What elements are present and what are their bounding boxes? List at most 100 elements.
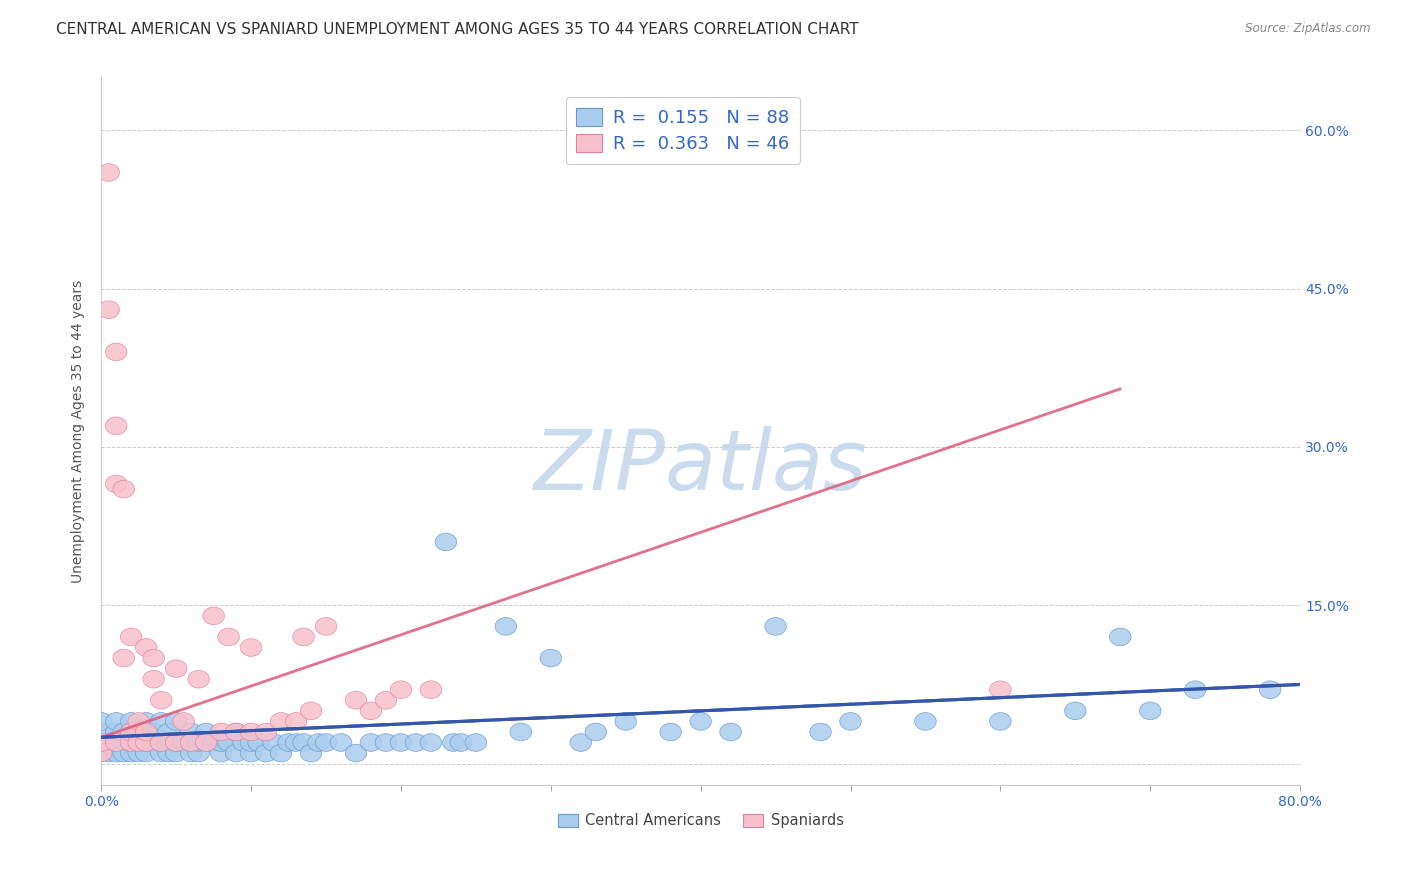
Ellipse shape bbox=[810, 723, 831, 740]
Ellipse shape bbox=[180, 744, 202, 762]
Ellipse shape bbox=[1260, 681, 1281, 698]
Ellipse shape bbox=[389, 681, 412, 698]
Text: Source: ZipAtlas.com: Source: ZipAtlas.com bbox=[1246, 22, 1371, 36]
Ellipse shape bbox=[105, 744, 127, 762]
Ellipse shape bbox=[1184, 681, 1206, 698]
Ellipse shape bbox=[990, 681, 1011, 698]
Ellipse shape bbox=[434, 533, 457, 550]
Ellipse shape bbox=[98, 301, 120, 318]
Ellipse shape bbox=[330, 734, 352, 751]
Ellipse shape bbox=[659, 723, 682, 740]
Ellipse shape bbox=[346, 744, 367, 762]
Ellipse shape bbox=[143, 723, 165, 740]
Ellipse shape bbox=[150, 744, 172, 762]
Ellipse shape bbox=[301, 702, 322, 720]
Ellipse shape bbox=[301, 744, 322, 762]
Ellipse shape bbox=[389, 734, 412, 751]
Ellipse shape bbox=[256, 744, 277, 762]
Ellipse shape bbox=[420, 734, 441, 751]
Ellipse shape bbox=[285, 734, 307, 751]
Ellipse shape bbox=[135, 734, 157, 751]
Ellipse shape bbox=[166, 734, 187, 751]
Ellipse shape bbox=[150, 713, 172, 731]
Ellipse shape bbox=[121, 744, 142, 762]
Ellipse shape bbox=[128, 744, 149, 762]
Ellipse shape bbox=[157, 744, 180, 762]
Ellipse shape bbox=[135, 723, 157, 740]
Y-axis label: Unemployment Among Ages 35 to 44 years: Unemployment Among Ages 35 to 44 years bbox=[72, 279, 86, 582]
Ellipse shape bbox=[143, 670, 165, 688]
Ellipse shape bbox=[105, 343, 127, 360]
Ellipse shape bbox=[143, 649, 165, 667]
Ellipse shape bbox=[1109, 628, 1130, 646]
Ellipse shape bbox=[720, 723, 741, 740]
Ellipse shape bbox=[346, 691, 367, 709]
Ellipse shape bbox=[202, 607, 225, 624]
Ellipse shape bbox=[247, 734, 270, 751]
Ellipse shape bbox=[166, 713, 187, 731]
Ellipse shape bbox=[195, 734, 217, 751]
Ellipse shape bbox=[173, 734, 194, 751]
Ellipse shape bbox=[233, 734, 254, 751]
Ellipse shape bbox=[135, 639, 157, 657]
Ellipse shape bbox=[375, 734, 396, 751]
Ellipse shape bbox=[375, 691, 396, 709]
Ellipse shape bbox=[135, 744, 157, 762]
Ellipse shape bbox=[218, 628, 239, 646]
Ellipse shape bbox=[105, 713, 127, 731]
Ellipse shape bbox=[121, 713, 142, 731]
Ellipse shape bbox=[360, 734, 382, 751]
Ellipse shape bbox=[420, 681, 441, 698]
Ellipse shape bbox=[157, 723, 180, 740]
Ellipse shape bbox=[98, 734, 120, 751]
Ellipse shape bbox=[465, 734, 486, 751]
Ellipse shape bbox=[180, 723, 202, 740]
Ellipse shape bbox=[135, 734, 157, 751]
Ellipse shape bbox=[188, 670, 209, 688]
Ellipse shape bbox=[128, 713, 149, 731]
Ellipse shape bbox=[98, 744, 120, 762]
Ellipse shape bbox=[135, 723, 157, 740]
Text: CENTRAL AMERICAN VS SPANIARD UNEMPLOYMENT AMONG AGES 35 TO 44 YEARS CORRELATION : CENTRAL AMERICAN VS SPANIARD UNEMPLOYMEN… bbox=[56, 22, 859, 37]
Ellipse shape bbox=[90, 713, 112, 731]
Ellipse shape bbox=[240, 734, 262, 751]
Ellipse shape bbox=[166, 744, 187, 762]
Ellipse shape bbox=[128, 734, 149, 751]
Ellipse shape bbox=[839, 713, 862, 731]
Ellipse shape bbox=[211, 734, 232, 751]
Ellipse shape bbox=[315, 734, 337, 751]
Ellipse shape bbox=[128, 734, 149, 751]
Ellipse shape bbox=[121, 734, 142, 751]
Ellipse shape bbox=[166, 660, 187, 677]
Ellipse shape bbox=[90, 734, 112, 751]
Ellipse shape bbox=[1139, 702, 1161, 720]
Ellipse shape bbox=[240, 723, 262, 740]
Ellipse shape bbox=[450, 734, 471, 751]
Ellipse shape bbox=[121, 723, 142, 740]
Ellipse shape bbox=[256, 723, 277, 740]
Ellipse shape bbox=[569, 734, 592, 751]
Ellipse shape bbox=[405, 734, 426, 751]
Ellipse shape bbox=[765, 617, 786, 635]
Ellipse shape bbox=[150, 734, 172, 751]
Ellipse shape bbox=[510, 723, 531, 740]
Ellipse shape bbox=[270, 713, 292, 731]
Ellipse shape bbox=[112, 480, 135, 498]
Ellipse shape bbox=[112, 649, 135, 667]
Ellipse shape bbox=[218, 734, 239, 751]
Ellipse shape bbox=[90, 734, 112, 751]
Ellipse shape bbox=[105, 734, 127, 751]
Ellipse shape bbox=[614, 713, 637, 731]
Ellipse shape bbox=[195, 734, 217, 751]
Ellipse shape bbox=[240, 639, 262, 657]
Legend: Central Americans, Spaniards: Central Americans, Spaniards bbox=[551, 807, 849, 834]
Ellipse shape bbox=[585, 723, 606, 740]
Ellipse shape bbox=[105, 734, 127, 751]
Ellipse shape bbox=[690, 713, 711, 731]
Ellipse shape bbox=[90, 723, 112, 740]
Ellipse shape bbox=[915, 713, 936, 731]
Ellipse shape bbox=[285, 713, 307, 731]
Ellipse shape bbox=[150, 734, 172, 751]
Ellipse shape bbox=[105, 734, 127, 751]
Ellipse shape bbox=[225, 744, 247, 762]
